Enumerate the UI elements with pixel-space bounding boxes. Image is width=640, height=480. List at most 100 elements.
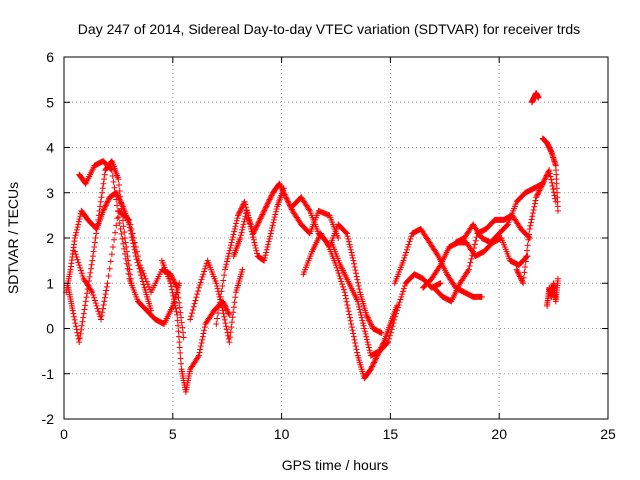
data-point-marker xyxy=(369,363,376,370)
data-point-marker xyxy=(338,278,345,285)
data-point-marker xyxy=(363,336,370,343)
data-point-marker xyxy=(351,260,358,267)
data-point-marker xyxy=(406,238,413,245)
data-point-marker xyxy=(519,278,526,285)
data-point-marker xyxy=(227,242,234,249)
data-point-marker xyxy=(202,265,209,272)
data-point-marker xyxy=(114,215,121,222)
data-point-marker xyxy=(529,213,536,220)
data-point-marker xyxy=(170,276,177,283)
data-point-marker xyxy=(121,250,128,257)
data-point-marker xyxy=(222,320,229,327)
data-point-marker xyxy=(345,235,352,242)
data-point-marker xyxy=(93,302,100,309)
data-point-marker xyxy=(76,262,83,269)
data-point-marker xyxy=(100,301,107,308)
data-point-marker xyxy=(112,190,119,197)
data-point-marker xyxy=(117,193,124,200)
data-point-marker xyxy=(99,189,106,196)
data-point-marker xyxy=(242,201,249,208)
x-tick-label: 0 xyxy=(60,426,68,442)
data-point-marker xyxy=(436,263,443,270)
data-point-marker xyxy=(356,306,363,313)
data-point-marker xyxy=(285,199,292,206)
data-point-marker xyxy=(139,267,146,274)
data-point-marker xyxy=(124,265,131,272)
data-point-marker xyxy=(115,176,122,183)
series-satellite-track-6 xyxy=(187,257,246,346)
data-point-marker xyxy=(226,247,233,254)
data-point-marker xyxy=(102,202,109,209)
data-point-marker xyxy=(222,266,229,273)
data-point-marker xyxy=(91,297,98,304)
data-point-marker xyxy=(354,279,361,286)
data-point-marker xyxy=(536,187,543,194)
data-point-marker xyxy=(231,225,238,232)
data-point-marker xyxy=(250,230,257,237)
data-point-marker xyxy=(283,195,290,202)
data-point-marker xyxy=(176,304,183,311)
series-satellite-track-10 xyxy=(300,221,385,337)
data-point-marker xyxy=(121,235,128,241)
data-point-marker xyxy=(173,308,180,315)
data-point-marker xyxy=(514,269,521,276)
data-point-marker xyxy=(101,176,108,183)
data-point-marker xyxy=(213,320,220,327)
data-point-marker xyxy=(531,200,538,207)
data-point-marker xyxy=(79,318,86,325)
data-point-marker xyxy=(229,234,236,241)
chart-title: Day 247 of 2014, Sidereal Day-to-day VTE… xyxy=(78,21,580,37)
data-point-marker xyxy=(286,201,293,208)
data-point-marker xyxy=(400,257,407,264)
data-point-marker xyxy=(469,252,476,259)
data-point-marker xyxy=(223,258,230,265)
data-point-marker xyxy=(533,192,540,199)
data-point-marker xyxy=(74,329,81,336)
data-point-marker xyxy=(278,184,285,191)
data-point-marker xyxy=(81,306,88,313)
data-point-marker xyxy=(530,206,537,213)
data-point-marker xyxy=(78,326,85,333)
data-point-marker xyxy=(407,235,414,242)
data-point-marker xyxy=(75,335,82,342)
data-point-marker xyxy=(98,312,105,319)
data-point-marker xyxy=(90,292,97,299)
data-point-marker xyxy=(350,333,357,340)
data-point-marker xyxy=(80,314,87,321)
data-point-marker xyxy=(265,197,272,204)
data-point-marker xyxy=(264,244,271,251)
y-tick-label: 1 xyxy=(46,275,54,291)
data-point-marker xyxy=(228,324,235,331)
data-point-marker xyxy=(222,303,229,310)
data-point-marker xyxy=(78,270,85,277)
data-point-marker xyxy=(201,268,208,275)
data-point-marker xyxy=(478,293,485,300)
data-point-marker xyxy=(353,346,360,353)
data-point-marker xyxy=(118,199,125,206)
data-point-marker xyxy=(360,322,367,329)
data-point-marker xyxy=(223,323,230,330)
data-point-marker xyxy=(277,182,284,189)
data-point-marker xyxy=(178,314,185,321)
data-point-marker xyxy=(198,339,205,346)
data-point-marker xyxy=(349,254,356,261)
data-point-marker xyxy=(401,282,408,289)
data-point-marker xyxy=(391,316,398,323)
data-point-marker xyxy=(352,343,359,350)
x-tick-label: 20 xyxy=(491,426,507,442)
data-point-marker xyxy=(104,199,111,206)
data-point-marker xyxy=(362,330,369,337)
data-point-marker xyxy=(129,230,136,237)
data-point-marker xyxy=(167,280,174,287)
series-satellite-track-15 xyxy=(452,180,546,246)
data-point-marker xyxy=(175,328,182,335)
data-point-marker xyxy=(279,186,286,193)
data-point-marker xyxy=(343,230,350,237)
data-point-marker xyxy=(520,274,527,281)
data-point-marker xyxy=(75,218,82,225)
data-point-marker xyxy=(528,216,535,223)
data-point-marker xyxy=(173,283,180,290)
data-point-marker xyxy=(255,219,262,226)
data-point-marker xyxy=(226,339,233,346)
